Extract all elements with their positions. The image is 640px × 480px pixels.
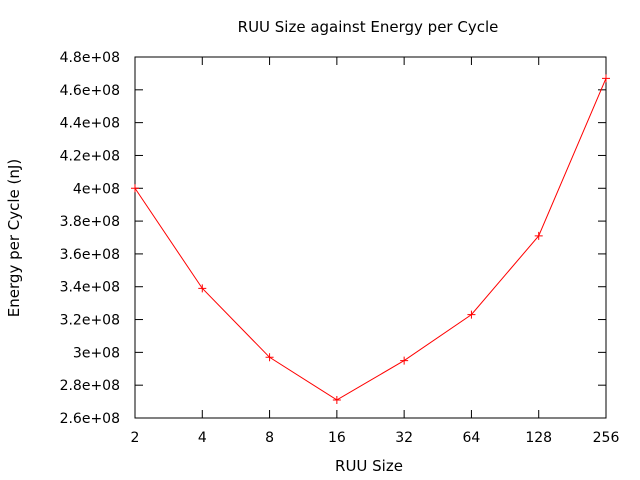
y-tick-label: 2.8e+08 — [60, 378, 120, 394]
x-tick-label: 64 — [463, 430, 481, 446]
y-tick-label: 3.8e+08 — [60, 214, 120, 230]
y-tick-label: 3e+08 — [73, 345, 120, 361]
x-tick-label: 4 — [198, 430, 207, 446]
x-tick-label: 128 — [525, 430, 552, 446]
x-axis-title: RUU Size — [335, 457, 403, 475]
x-tick-label: 16 — [328, 430, 346, 446]
y-tick-label: 4e+08 — [73, 181, 120, 197]
x-tick-label: 32 — [395, 430, 413, 446]
y-tick-label: 4.8e+08 — [60, 50, 120, 66]
x-tick-label: 2 — [131, 430, 140, 446]
data-point-marker — [131, 184, 139, 193]
series-layer — [131, 74, 610, 404]
y-tick-label: 3.6e+08 — [60, 247, 120, 263]
x-tick-label: 8 — [265, 430, 274, 446]
y-axis: 2.6e+08 2.8e+08 3e+08 3.2e+08 3.4e+08 3.6e+08… — [60, 50, 606, 427]
y-tick-label: 3.4e+08 — [60, 280, 120, 296]
data-point-marker — [265, 353, 274, 362]
data-point-marker — [467, 310, 476, 319]
data-point-marker — [534, 231, 543, 240]
y-tick-label: 4.6e+08 — [60, 83, 120, 99]
x-tick-label: 256 — [593, 430, 620, 446]
y-tick-label: 4.4e+08 — [60, 116, 120, 132]
data-point-marker — [400, 356, 409, 365]
series-line — [134, 78, 607, 401]
plot-frame — [134, 56, 607, 419]
data-point-marker — [332, 395, 341, 404]
y-tick-label: 3.2e+08 — [60, 313, 120, 329]
y-tick-label: 2.6e+08 — [60, 411, 120, 427]
chart-title: RUU Size against Energy per Cycle — [238, 18, 499, 36]
x-axis: 2 4 8 16 32 64 128 256 — [131, 57, 620, 446]
data-point-marker — [198, 284, 207, 293]
y-axis-title: Energy per Cycle (nJ) — [5, 159, 23, 317]
y-tick-label: 4.2e+08 — [60, 148, 120, 164]
data-point-marker — [602, 74, 610, 83]
